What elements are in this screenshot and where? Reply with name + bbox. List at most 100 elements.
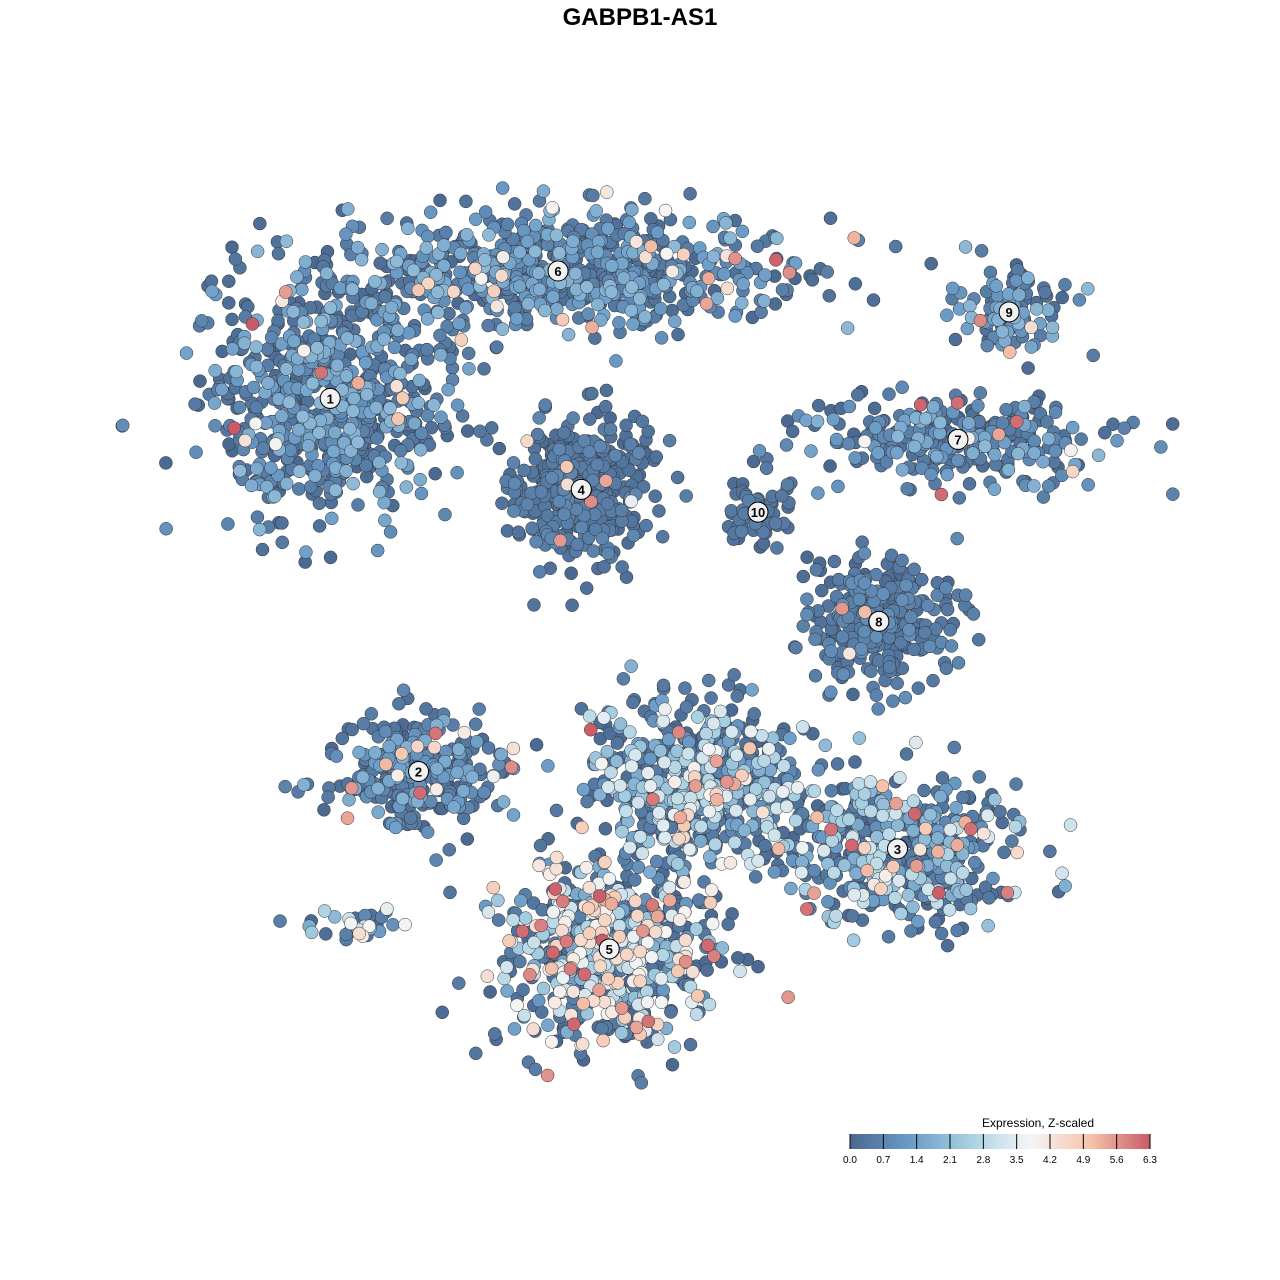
data-point: [1072, 293, 1087, 307]
data-point: [520, 434, 534, 448]
data-point: [821, 895, 835, 909]
data-point: [1021, 361, 1035, 375]
data-point: [1058, 277, 1072, 292]
data-point: [377, 332, 391, 346]
data-point: [670, 470, 685, 485]
data-point: [529, 737, 544, 752]
data-point: [796, 619, 810, 633]
data-point: [708, 837, 722, 852]
data-point: [228, 252, 243, 266]
data-point: [780, 799, 794, 814]
data-point: [857, 841, 872, 855]
data-point: [563, 962, 578, 976]
data-point: [249, 359, 264, 374]
data-point: [401, 221, 415, 236]
data-point: [295, 282, 309, 297]
data-point: [500, 960, 514, 974]
data-point: [589, 204, 603, 218]
data-point: [893, 771, 907, 785]
data-point: [314, 314, 328, 329]
cluster-label: 3: [894, 842, 901, 857]
data-point: [841, 436, 856, 451]
data-point: [848, 755, 862, 769]
data-point: [410, 739, 425, 754]
data-point: [250, 510, 265, 524]
data-point: [886, 694, 900, 708]
data-point: [629, 1020, 644, 1035]
data-point: [857, 434, 872, 449]
data-point: [733, 964, 747, 979]
data-point: [364, 707, 379, 721]
data-point: [581, 307, 595, 321]
data-point: [616, 672, 631, 686]
data-point: [546, 905, 561, 919]
data-point: [679, 700, 694, 714]
data-point: [1003, 345, 1017, 359]
data-point: [654, 995, 669, 1009]
data-point: [835, 630, 850, 644]
data-point: [782, 265, 797, 280]
data-point: [339, 227, 353, 241]
data-point: [317, 803, 331, 817]
data-point: [800, 550, 814, 564]
cluster-label: 4: [578, 482, 586, 497]
cluster-label: 2: [415, 765, 422, 780]
data-point: [817, 843, 831, 858]
data-point: [484, 421, 499, 435]
data-point: [822, 289, 837, 303]
data-point: [980, 338, 995, 353]
data-point: [207, 396, 222, 410]
data-point: [450, 465, 464, 480]
data-point: [481, 318, 495, 333]
data-point: [394, 456, 409, 470]
data-point: [827, 865, 841, 880]
data-point: [249, 400, 264, 415]
data-point: [672, 725, 686, 740]
data-point: [973, 386, 988, 400]
data-point: [701, 673, 716, 688]
data-point: [951, 656, 966, 670]
data-point: [947, 740, 961, 755]
data-point: [899, 578, 913, 593]
data-point: [413, 443, 428, 457]
data-point: [279, 234, 294, 248]
data-point: [751, 854, 765, 868]
cluster-label: 7: [954, 432, 961, 447]
data-point: [512, 279, 527, 293]
data-point: [867, 401, 882, 416]
data-point: [496, 795, 511, 809]
data-point: [574, 520, 589, 535]
data-point: [955, 866, 970, 880]
data-point: [770, 541, 784, 555]
data-point: [804, 444, 818, 458]
data-point: [966, 446, 980, 460]
data-point: [189, 445, 203, 459]
data-point: [604, 897, 619, 911]
data-point: [971, 399, 985, 413]
data-point: [1064, 443, 1078, 458]
data-point: [532, 858, 546, 873]
data-point: [746, 454, 761, 469]
data-point: [720, 775, 734, 789]
data-point: [747, 707, 761, 721]
data-point: [723, 856, 738, 870]
data-point: [909, 859, 924, 873]
data-point: [575, 1037, 590, 1051]
data-point: [552, 246, 566, 260]
chart-title: GABPB1-AS1: [562, 4, 718, 31]
data-point: [784, 881, 798, 896]
data-point: [800, 902, 814, 916]
data-point: [411, 283, 426, 297]
data-point: [966, 607, 981, 621]
data-point: [693, 834, 708, 848]
data-point: [624, 303, 639, 318]
data-point: [670, 857, 685, 871]
data-point: [378, 513, 392, 528]
data-point: [238, 433, 252, 448]
data-point: [286, 304, 301, 319]
data-point: [433, 348, 448, 362]
data-point: [934, 487, 949, 502]
data-point: [497, 971, 511, 986]
data-point: [392, 696, 406, 711]
data-point: [852, 592, 867, 607]
